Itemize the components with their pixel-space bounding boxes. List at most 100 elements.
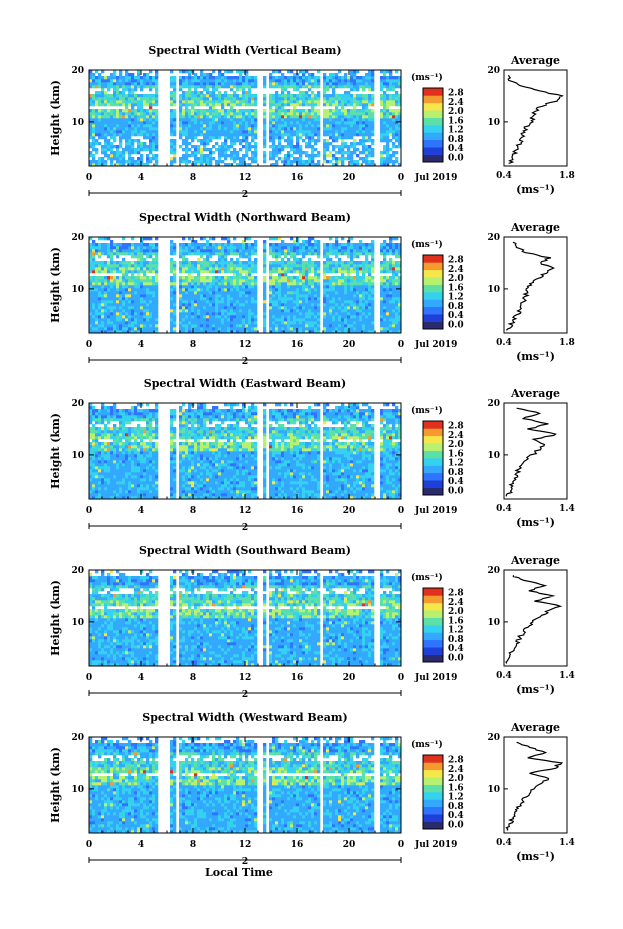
colorbar-tick-label: 0.4 xyxy=(448,644,464,654)
colorbar-segment xyxy=(423,443,443,451)
panel-3: Spectral Width (Southward Beam)0 4 8 12 16 20… xyxy=(49,544,575,700)
colorbar-tick-label: 2.0 xyxy=(448,107,464,117)
colorbar-tick-label: 0.0 xyxy=(448,486,464,496)
x-tick-label: 0 xyxy=(86,173,92,183)
profile-y-tick-label: 10 xyxy=(487,785,500,795)
colorbar-segment xyxy=(423,487,443,496)
colorbar-segment xyxy=(423,269,443,278)
colorbar-segment xyxy=(423,821,443,830)
date-label: Jul 2019 xyxy=(414,173,457,183)
colorbar-unit: (ms⁻¹) xyxy=(411,572,443,583)
panel-2: Spectral Width (Eastward Beam)0 4 8 12 16 20 0… xyxy=(49,377,575,533)
profile-frame xyxy=(503,569,568,667)
date-label: Jul 2019 xyxy=(414,673,457,683)
colorbar-tick-label: 0.4 xyxy=(448,811,464,821)
profile-x-tick-label: 1.4 xyxy=(559,671,575,681)
colorbar-unit: (ms⁻¹) xyxy=(411,405,443,416)
colorbar-segment xyxy=(423,450,443,459)
x-tick-label: 8 xyxy=(190,673,196,683)
colorbar-segment xyxy=(423,435,443,444)
colorbar-segment xyxy=(423,102,443,111)
colorbar-segment xyxy=(423,792,443,800)
colorbar-unit: (ms⁻¹) xyxy=(411,72,443,83)
colorbar-tick-label: 0.8 xyxy=(448,302,464,312)
colorbar-tick-label: 2.8 xyxy=(448,422,464,432)
colorbar-segment xyxy=(423,284,443,293)
x-tick-label: 0 xyxy=(86,506,92,516)
profile-x-label: (ms⁻¹) xyxy=(516,850,555,863)
colorbar-segment xyxy=(423,814,443,822)
day-label: 2 xyxy=(242,523,248,533)
colorbar-tick-label: 2.8 xyxy=(448,756,464,766)
colorbar-tick-label: 0.4 xyxy=(448,311,464,321)
x-tick-label: 12 xyxy=(239,340,252,350)
profile-title: Average xyxy=(510,387,560,400)
colorbar-segment xyxy=(423,314,443,322)
profile-title: Average xyxy=(510,54,560,67)
colorbar-segment xyxy=(423,321,443,330)
x-tick-label: 16 xyxy=(291,840,304,850)
colorbar-tick-label: 1.2 xyxy=(448,459,464,469)
colorbar-segment xyxy=(423,465,443,474)
colorbar-unit: (ms⁻¹) xyxy=(411,239,443,250)
colorbar-segment xyxy=(423,95,443,104)
x-tick-label: 4 xyxy=(138,673,144,683)
x-tick-label: 16 xyxy=(291,673,304,683)
x-tick-label: 12 xyxy=(239,506,252,516)
x-tick-label: 20 xyxy=(343,173,356,183)
colorbar-tick-label: 2.0 xyxy=(448,607,464,617)
colorbar-tick-label: 1.2 xyxy=(448,293,464,303)
colorbar-segment xyxy=(423,625,443,633)
x-tick-label: 0 xyxy=(86,840,92,850)
colorbar-tick-label: 2.8 xyxy=(448,89,464,99)
profile-frame xyxy=(503,69,568,167)
colorbar-tick-label: 0.0 xyxy=(448,153,464,163)
profile-line xyxy=(507,74,565,164)
colorbar-segment xyxy=(423,762,443,771)
profile-x-label: (ms⁻¹) xyxy=(516,516,555,529)
y-tick-label: 10 xyxy=(71,285,84,295)
heatmap-cells xyxy=(89,737,402,834)
y-tick-label: 10 xyxy=(71,118,84,128)
day-label: 2 xyxy=(242,857,248,867)
profile-title: Average xyxy=(510,221,560,234)
colorbar-tick-label: 2.8 xyxy=(448,589,464,599)
colorbar-segment xyxy=(423,421,443,429)
colorbar-segment xyxy=(423,117,443,126)
profile-x-tick-label: 1.8 xyxy=(559,338,575,348)
y-tick-label: 20 xyxy=(71,733,84,743)
colorbar-segment xyxy=(423,306,443,315)
y-tick-label: 10 xyxy=(71,618,84,628)
profile-y-tick-label: 10 xyxy=(487,451,500,461)
x-tick-label: 4 xyxy=(138,506,144,516)
profile-x-tick-label: 0.4 xyxy=(496,671,512,681)
colorbar-tick-label: 2.4 xyxy=(448,265,464,275)
date-label: Jul 2019 xyxy=(414,340,457,350)
colorbar-tick-label: 1.6 xyxy=(448,783,464,793)
colorbar-segment xyxy=(423,632,443,641)
x-tick-label: 0 xyxy=(398,173,404,183)
colorbar-segment xyxy=(423,806,443,815)
x-tick-label: 20 xyxy=(343,506,356,516)
colorbar-segment xyxy=(423,472,443,481)
colorbar-segment xyxy=(423,617,443,626)
profile-y-tick-label: 20 xyxy=(487,66,500,76)
panel-4: Spectral Width (Westward Beam)0 4 8 12 16 20 0… xyxy=(49,711,575,867)
colorbar-segment xyxy=(423,639,443,648)
colorbar-frame xyxy=(422,754,444,830)
colorbar-frame xyxy=(422,87,444,163)
colorbar-segment xyxy=(423,595,443,604)
colorbar-frame xyxy=(422,420,444,496)
colorbar-segment xyxy=(423,262,443,271)
colorbar-tick-label: 2.0 xyxy=(448,440,464,450)
colorbar-segment xyxy=(423,602,443,611)
colorbar-tick-label: 1.6 xyxy=(448,616,464,626)
profile-x-tick-label: 1.8 xyxy=(559,171,575,181)
x-tick-label: 8 xyxy=(190,506,196,516)
colorbar-segment xyxy=(423,458,443,466)
colorbar-tick-label: 1.6 xyxy=(448,449,464,459)
x-tick-label: 12 xyxy=(239,673,252,683)
panel-title: Spectral Width (Southward Beam) xyxy=(139,544,351,557)
profile-x-tick-label: 0.4 xyxy=(496,171,512,181)
panel-title: Spectral Width (Northward Beam) xyxy=(139,211,351,224)
